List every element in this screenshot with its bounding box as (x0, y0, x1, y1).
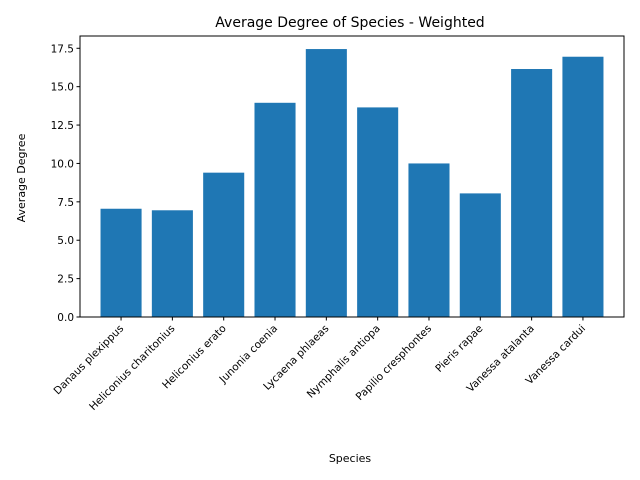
x-axis-label: Species (329, 452, 372, 465)
bar (511, 69, 553, 317)
bar (254, 102, 296, 318)
y-tick-label: 17.5 (51, 43, 74, 55)
y-tick-label: 15.0 (51, 82, 74, 94)
bar (459, 193, 501, 317)
bar (305, 49, 347, 318)
bar (562, 56, 604, 318)
plot-frame (79, 35, 625, 318)
y-tick-label: 12.5 (51, 120, 74, 132)
y-tick-label: 7.5 (57, 197, 74, 209)
x-tick-label: Heliconius charitonius (87, 323, 177, 413)
chart-title: Average Degree of Species - Weighted (215, 15, 484, 31)
y-tick-label: 10.0 (51, 158, 74, 170)
bar (357, 107, 399, 317)
bar (203, 172, 245, 317)
bar (151, 210, 193, 317)
y-tick-label: 2.5 (57, 274, 74, 286)
y-tick-label: 0.0 (57, 312, 74, 324)
x-tick-label: Pieris rapae (433, 323, 485, 375)
bar (408, 163, 450, 317)
y-tick-label: 5.0 (57, 235, 74, 247)
bar (100, 208, 142, 317)
y-axis-label: Average Degree (15, 133, 28, 222)
